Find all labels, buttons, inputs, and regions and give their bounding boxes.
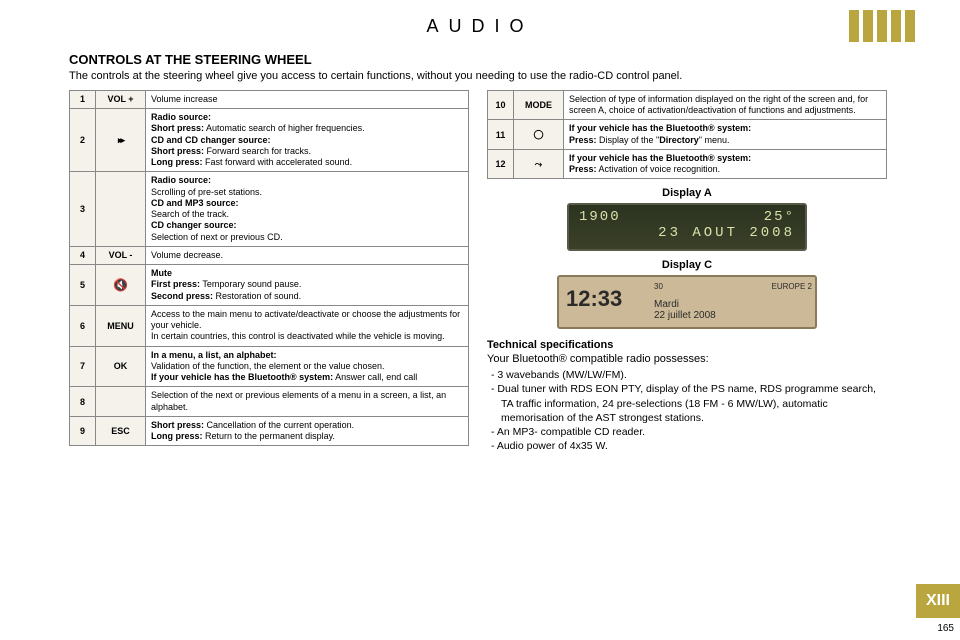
page: AUDIO CONTROLS AT THE STEERING WHEEL The… bbox=[45, 10, 915, 630]
tech-title: Technical specifications bbox=[487, 339, 887, 351]
row-description: If your vehicle has the Bluetooth® syste… bbox=[564, 149, 887, 179]
row-symbol: VOL - bbox=[96, 246, 146, 264]
row-symbol: ESC bbox=[96, 416, 146, 446]
row-number: 8 bbox=[70, 387, 96, 417]
table-row: 6MENUAccess to the main menu to activate… bbox=[70, 305, 469, 346]
row-symbol bbox=[96, 265, 146, 306]
row-symbol bbox=[514, 149, 564, 179]
table-row: 12 If your vehicle has the Bluetooth® sys… bbox=[488, 149, 887, 179]
row-description: Selection of the next or previous elemen… bbox=[146, 387, 469, 417]
table-row: 2 Radio source:Short press: Automatic sea… bbox=[70, 109, 469, 172]
row-symbol bbox=[96, 172, 146, 247]
row-symbol: MENU bbox=[96, 305, 146, 346]
spec-item: An MP3- compatible CD reader. bbox=[487, 425, 887, 439]
display-c-screen: 12:33 30 EUROPE 2 Mardi 22 juillet 2008 bbox=[557, 275, 817, 329]
row-number: 7 bbox=[70, 346, 96, 387]
row-number: 9 bbox=[70, 416, 96, 446]
display-c-top-right: EUROPE 2 bbox=[772, 282, 812, 291]
row-description: Volume increase bbox=[146, 90, 469, 108]
display-a-label: Display A bbox=[487, 187, 887, 199]
row-symbol: VOL + bbox=[96, 90, 146, 108]
row-number: 5 bbox=[70, 265, 96, 306]
chapter-tab: XIII bbox=[916, 584, 960, 618]
table-row: 5 MuteFirst press: Temporary sound pause.… bbox=[70, 265, 469, 306]
section-title: CONTROLS AT THE STEERING WHEEL bbox=[69, 52, 915, 67]
page-number: 165 bbox=[937, 623, 954, 634]
table-row: 7OKIn a menu, a list, an alphabet:Valida… bbox=[70, 346, 469, 387]
display-a-time: 1900 bbox=[579, 209, 621, 225]
ff-icon bbox=[118, 135, 123, 145]
spec-item: Audio power of 4x35 W. bbox=[487, 439, 887, 453]
spec-item: Dual tuner with RDS EON PTY, display of … bbox=[487, 382, 887, 425]
right-column: 10MODESelection of type of information d… bbox=[487, 90, 887, 454]
row-description: Selection of type of information display… bbox=[564, 90, 887, 120]
row-number: 11 bbox=[488, 120, 514, 150]
row-description: MuteFirst press: Temporary sound pause.S… bbox=[146, 265, 469, 306]
tech-spec-list: 3 wavebands (MW/LW/FM).Dual tuner with R… bbox=[487, 368, 887, 453]
tech-intro: Your Bluetooth® compatible radio possess… bbox=[487, 353, 887, 365]
display-a-screen: 1900 25° 23 AOUT 2008 bbox=[567, 203, 807, 251]
row-symbol: MODE bbox=[514, 90, 564, 120]
columns: 1VOL +Volume increase2Radio source:Short… bbox=[69, 90, 915, 454]
display-c-date2: 22 juillet 2008 bbox=[654, 310, 812, 321]
row-number: 4 bbox=[70, 246, 96, 264]
row-description: Volume decrease. bbox=[146, 246, 469, 264]
table-row: 10MODESelection of type of information d… bbox=[488, 90, 887, 120]
row-description: Short press: Cancellation of the current… bbox=[146, 416, 469, 446]
row-description: Access to the main menu to activate/deac… bbox=[146, 305, 469, 346]
display-c-time: 12:33 bbox=[562, 280, 654, 324]
section-intro: The controls at the steering wheel give … bbox=[69, 70, 915, 84]
row-number: 6 bbox=[70, 305, 96, 346]
row-symbol bbox=[514, 120, 564, 150]
clock-icon bbox=[533, 129, 543, 139]
row-number: 2 bbox=[70, 109, 96, 172]
table-row: 4VOL -Volume decrease. bbox=[70, 246, 469, 264]
mute-icon bbox=[113, 281, 128, 291]
display-c-top-left: 30 bbox=[654, 282, 663, 291]
controls-table-right: 10MODESelection of type of information d… bbox=[487, 90, 887, 180]
controls-table-left: 1VOL +Volume increase2Radio source:Short… bbox=[69, 90, 469, 447]
row-number: 1 bbox=[70, 90, 96, 108]
row-description: Radio source:Short press: Automatic sear… bbox=[146, 109, 469, 172]
row-number: 12 bbox=[488, 149, 514, 179]
voice-icon bbox=[535, 159, 542, 169]
display-c-label: Display C bbox=[487, 259, 887, 271]
table-row: 3 Radio source:Scrolling of pre-set stati… bbox=[70, 172, 469, 247]
left-column: 1VOL +Volume increase2Radio source:Short… bbox=[69, 90, 469, 454]
row-description: If your vehicle has the Bluetooth® syste… bbox=[564, 120, 887, 150]
table-row: 1VOL +Volume increase bbox=[70, 90, 469, 108]
row-number: 3 bbox=[70, 172, 96, 247]
row-symbol: OK bbox=[96, 346, 146, 387]
header-title: AUDIO bbox=[45, 10, 915, 37]
row-symbol bbox=[96, 387, 146, 417]
header-stripes bbox=[845, 10, 915, 42]
page-header: AUDIO bbox=[45, 10, 915, 42]
row-number: 10 bbox=[488, 90, 514, 120]
spec-item: 3 wavebands (MW/LW/FM). bbox=[487, 368, 887, 382]
display-a-date: 23 AOUT 2008 bbox=[579, 225, 795, 241]
row-description: Radio source:Scrolling of pre-set statio… bbox=[146, 172, 469, 247]
row-symbol bbox=[96, 109, 146, 172]
display-a-temp: 25° bbox=[764, 209, 795, 225]
table-row: 11 If your vehicle has the Bluetooth® sys… bbox=[488, 120, 887, 150]
table-row: 8 Selection of the next or previous eleme… bbox=[70, 387, 469, 417]
display-c-date1: Mardi bbox=[654, 299, 812, 310]
row-description: In a menu, a list, an alphabet:Validatio… bbox=[146, 346, 469, 387]
table-row: 9ESCShort press: Cancellation of the cur… bbox=[70, 416, 469, 446]
